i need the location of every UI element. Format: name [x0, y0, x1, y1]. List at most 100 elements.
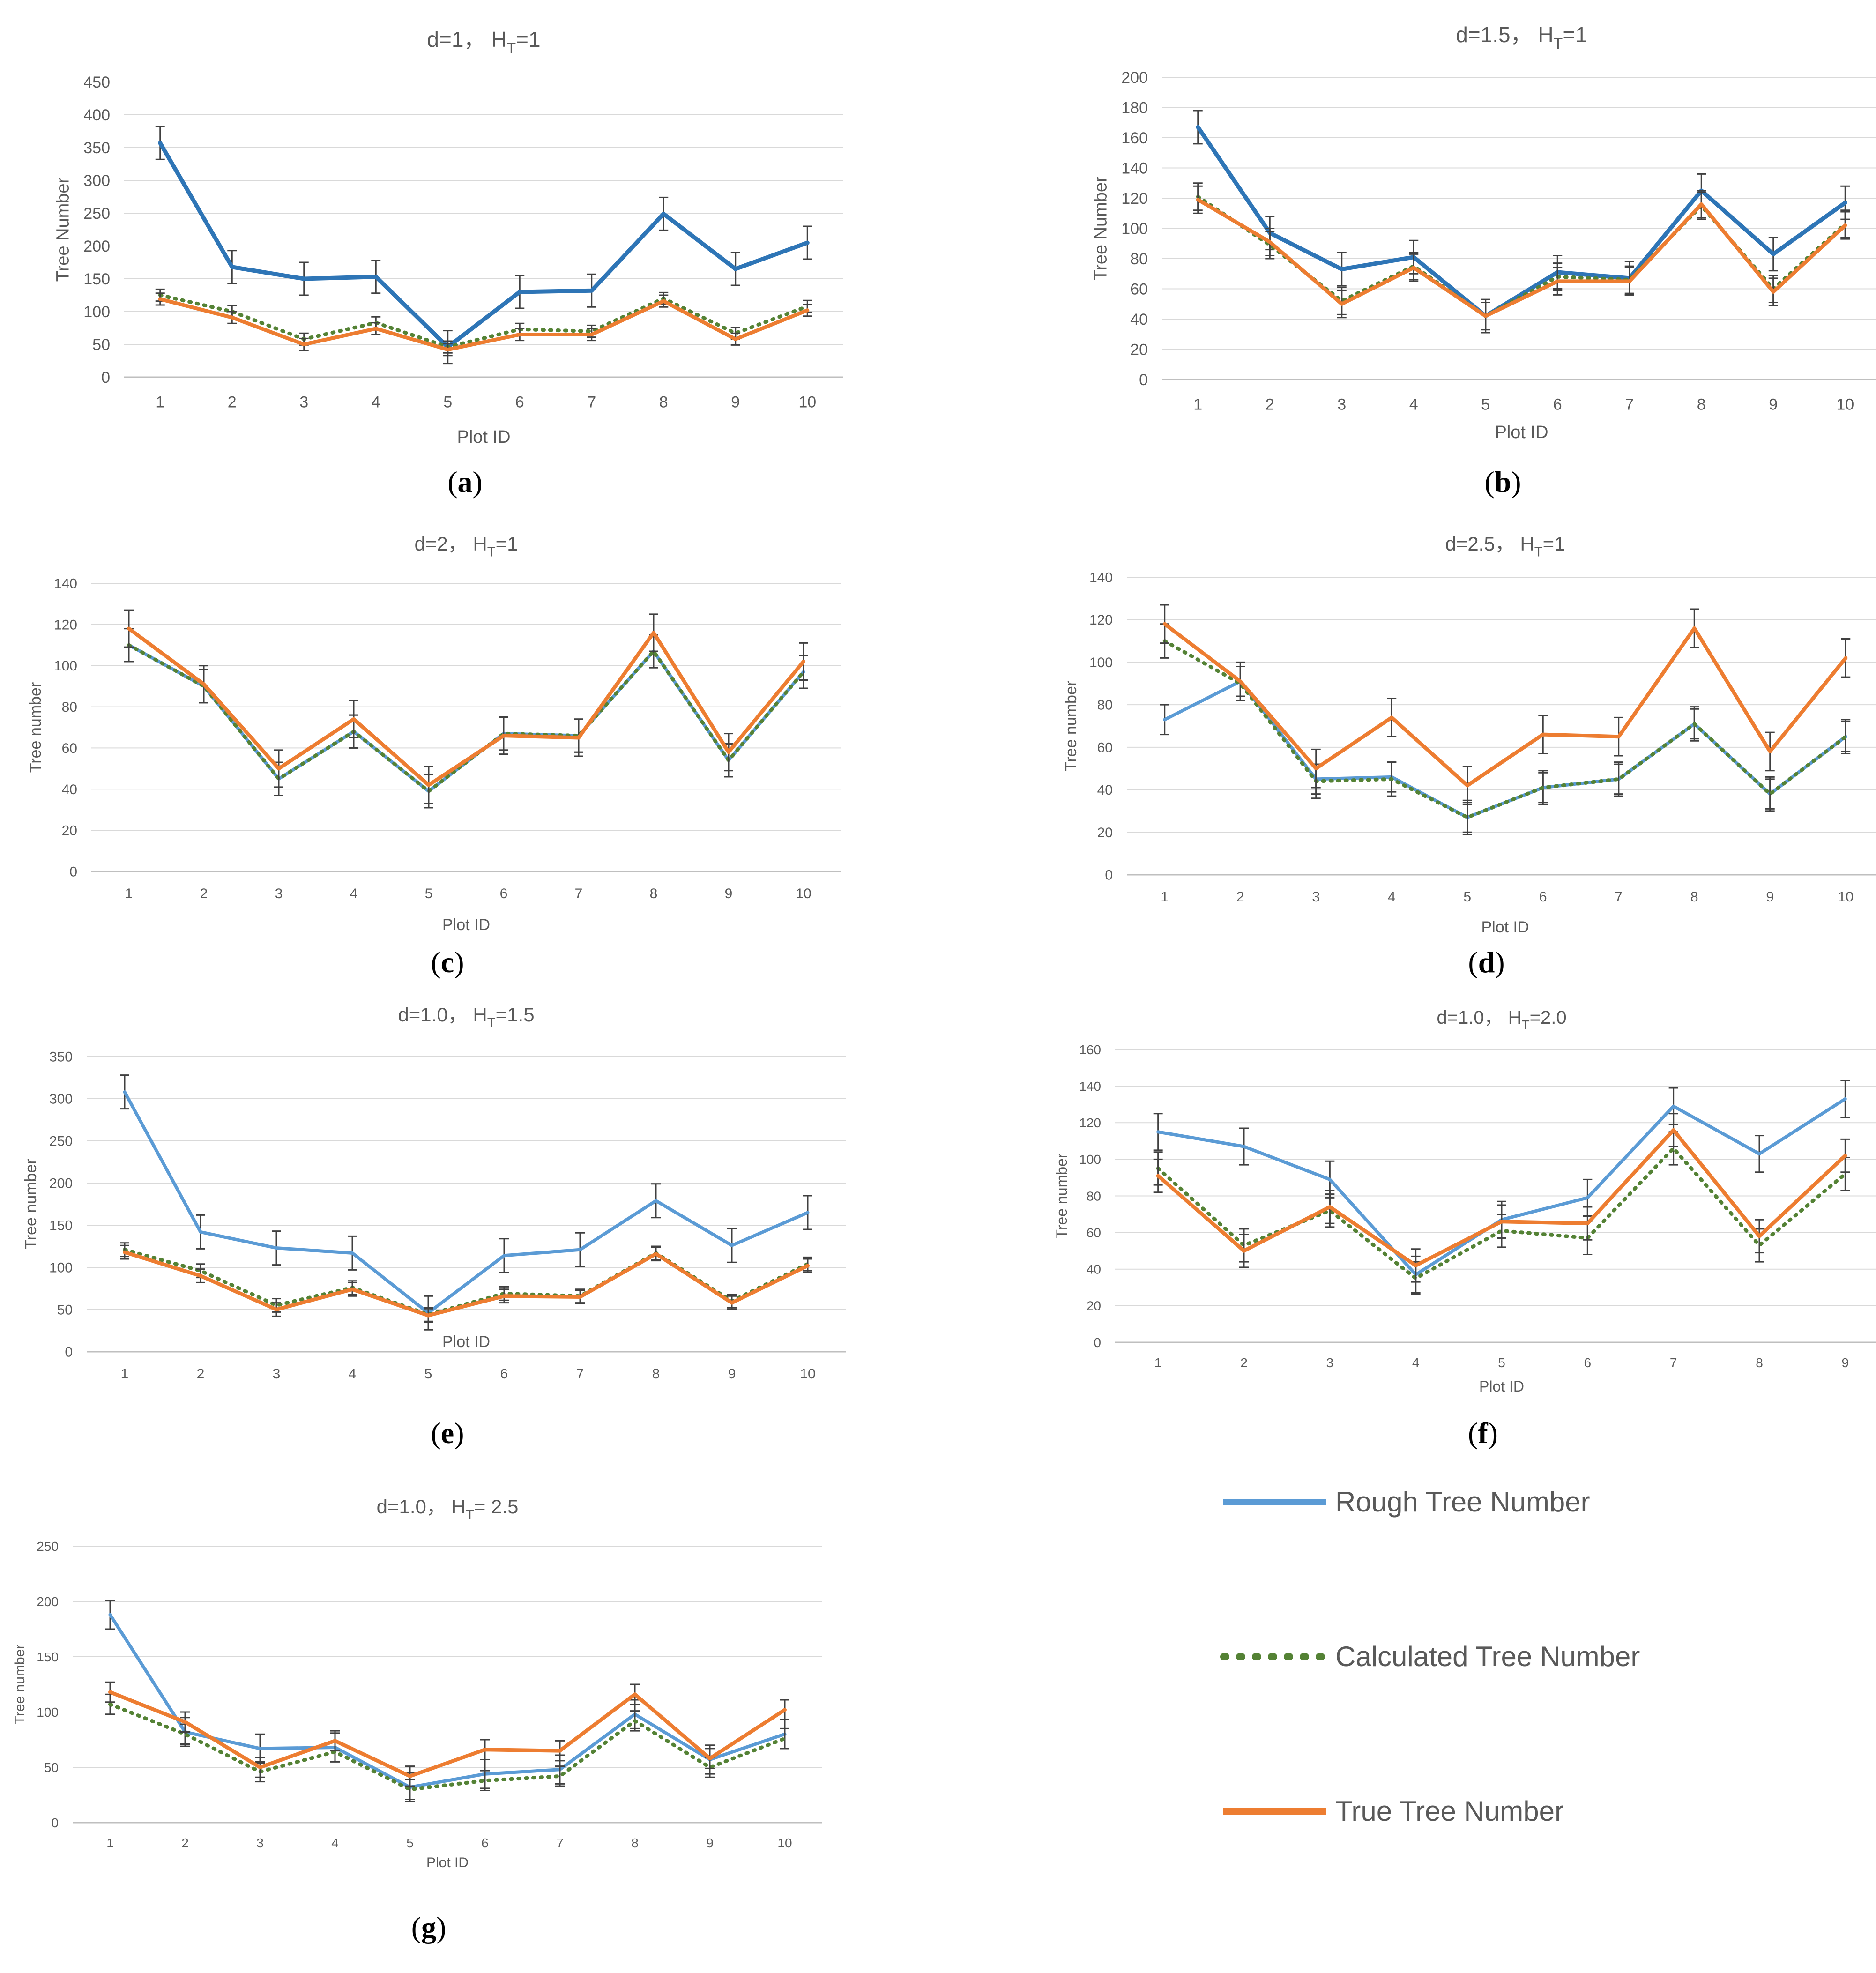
- x-tick-label: 4: [1412, 1355, 1420, 1370]
- chart-title-rest: =2.0: [1530, 1007, 1567, 1028]
- chart-title-rest: = 2.5: [474, 1496, 519, 1518]
- chart-title: d=2， HT=1: [414, 533, 518, 560]
- y-tick-label: 100: [49, 1260, 73, 1276]
- y-tick-label: 120: [1089, 612, 1113, 628]
- series-line-true: [1162, 622, 1848, 788]
- legend-label-calculated: Calculated Tree Number: [1335, 1641, 1640, 1672]
- panel-label-letter: g: [421, 1911, 436, 1944]
- x-tick-label: 5: [1481, 396, 1490, 414]
- series-line-calculated: [1162, 639, 1848, 819]
- x-tick-label: 10: [777, 1836, 792, 1850]
- x-tick-label: 1: [1154, 1355, 1162, 1370]
- x-tick-label: 10: [1838, 889, 1854, 905]
- series-true: [120, 1244, 812, 1323]
- series-rough: [105, 1600, 789, 1802]
- panel-label-letter: c: [441, 946, 454, 979]
- y-tick-label: 160: [1079, 1042, 1101, 1057]
- y-tick-label: 100: [83, 303, 110, 321]
- series-calculated: [1160, 623, 1851, 835]
- x-tick-label: 2: [1266, 396, 1274, 414]
- y-tick-label: 120: [1121, 190, 1148, 208]
- y-tick-label: 200: [49, 1176, 73, 1191]
- x-tick-label: 6: [481, 1836, 489, 1850]
- y-tick-label: 300: [49, 1092, 73, 1107]
- y-tick-label: 400: [83, 106, 110, 124]
- panel-label-close: ): [436, 1911, 446, 1944]
- y-tick-label: 200: [83, 238, 110, 255]
- x-tick-label: 5: [424, 1366, 432, 1382]
- panel-label: (b): [1484, 465, 1521, 499]
- x-tick-label: 2: [197, 1366, 205, 1382]
- series-true: [1160, 604, 1851, 805]
- panel-label-open: (: [447, 465, 457, 499]
- x-tick-label: 7: [1625, 396, 1634, 414]
- x-tick-label: 1: [121, 1366, 129, 1382]
- series-line-rough: [158, 141, 810, 350]
- x-tick-label: 6: [500, 1366, 508, 1382]
- y-tick-label: 40: [1097, 782, 1113, 798]
- series-rough: [155, 126, 812, 365]
- y-tick-label: 100: [1121, 220, 1148, 238]
- y-tick-label: 60: [1087, 1225, 1101, 1240]
- y-tick-label: 0: [1105, 868, 1113, 883]
- x-tick-label: 8: [650, 886, 658, 901]
- chart-panel-b: d=1.5， HT=1 0 20 40 60 80 100 120 140 160 180 200 1 2…: [1091, 22, 1876, 499]
- y-axis-label: Tree number: [22, 1159, 40, 1249]
- x-axis-label: Plot ID: [1479, 1378, 1524, 1395]
- series-line-true: [127, 626, 805, 787]
- panel-label: (e): [431, 1416, 464, 1450]
- y-axis-label: Tree number: [1062, 681, 1080, 771]
- chart-title-subscript: T: [1554, 35, 1563, 52]
- chart-title-rest: =1: [1563, 22, 1587, 47]
- x-tick-label: 9: [1766, 889, 1774, 905]
- x-tick-label: 9: [728, 1366, 736, 1382]
- y-tick-label: 180: [1121, 99, 1148, 117]
- y-tick-label: 20: [62, 823, 77, 839]
- series-line-rough: [1156, 1097, 1847, 1276]
- x-tick-label: 7: [1670, 1355, 1677, 1370]
- y-tick-label: 0: [1139, 371, 1148, 389]
- x-tick-label: 5: [1463, 889, 1471, 905]
- x-tick-label: 1: [1161, 889, 1169, 905]
- y-tick-label: 20: [1087, 1299, 1101, 1313]
- y-tick-label: 250: [83, 205, 110, 223]
- legend: Rough Tree Number Calculated Tree Number…: [1220, 1486, 1640, 1827]
- x-tick-label: 8: [1756, 1355, 1763, 1370]
- x-tick-label: 6: [515, 394, 524, 411]
- panel-label-letter: d: [1478, 946, 1495, 979]
- x-tick-label: 4: [372, 394, 380, 411]
- chart-panel-a: d=1， HT=1 0 50 100 150 200 250 300 350 400 450 1 2 3 4…: [53, 27, 843, 499]
- chart-title-main: d=1.5， H: [1456, 22, 1553, 47]
- x-tick-label: 2: [200, 886, 208, 901]
- chart-title-subscript: T: [466, 1507, 474, 1523]
- series-line-true: [1156, 1128, 1847, 1267]
- chart-title-main: d=2.5， H: [1445, 533, 1534, 555]
- chart-title: d=1.0， HT=1.5: [398, 1004, 534, 1031]
- chart-title-subscript: T: [1522, 1018, 1530, 1032]
- series-true: [1193, 185, 1850, 331]
- x-tick-label: 8: [1690, 889, 1698, 905]
- y-tick-label: 0: [1094, 1335, 1101, 1350]
- series-calculated: [1193, 182, 1850, 331]
- series-rough: [120, 1074, 812, 1331]
- x-tick-label: 7: [576, 1366, 584, 1382]
- x-tick-label: 6: [500, 886, 508, 901]
- y-tick-label: 100: [37, 1705, 59, 1720]
- x-tick-label: 5: [443, 394, 452, 411]
- x-tick-label: 8: [652, 1366, 660, 1382]
- panel-label-close: ): [473, 465, 483, 499]
- y-tick-label: 100: [1089, 655, 1113, 670]
- y-tick-label: 120: [1079, 1116, 1101, 1130]
- y-tick-label: 80: [62, 700, 77, 715]
- x-tick-label: 2: [1236, 889, 1244, 905]
- y-tick-label: 150: [83, 270, 110, 288]
- chart-panel-c: d=2， HT=1 0 20 40 60 80 100 120 140 1 2 3 4 5 6 7 8 9 10 Pl…: [27, 533, 841, 979]
- x-axis-label: Plot ID: [442, 916, 490, 934]
- panel-label: (d): [1468, 946, 1504, 979]
- y-tick-label: 40: [1087, 1262, 1101, 1277]
- panel-label-close: ): [1511, 465, 1521, 499]
- chart-title-rest: =1: [1543, 533, 1565, 555]
- x-tick-label: 8: [659, 394, 668, 411]
- x-axis-label: Plot ID: [1481, 918, 1529, 936]
